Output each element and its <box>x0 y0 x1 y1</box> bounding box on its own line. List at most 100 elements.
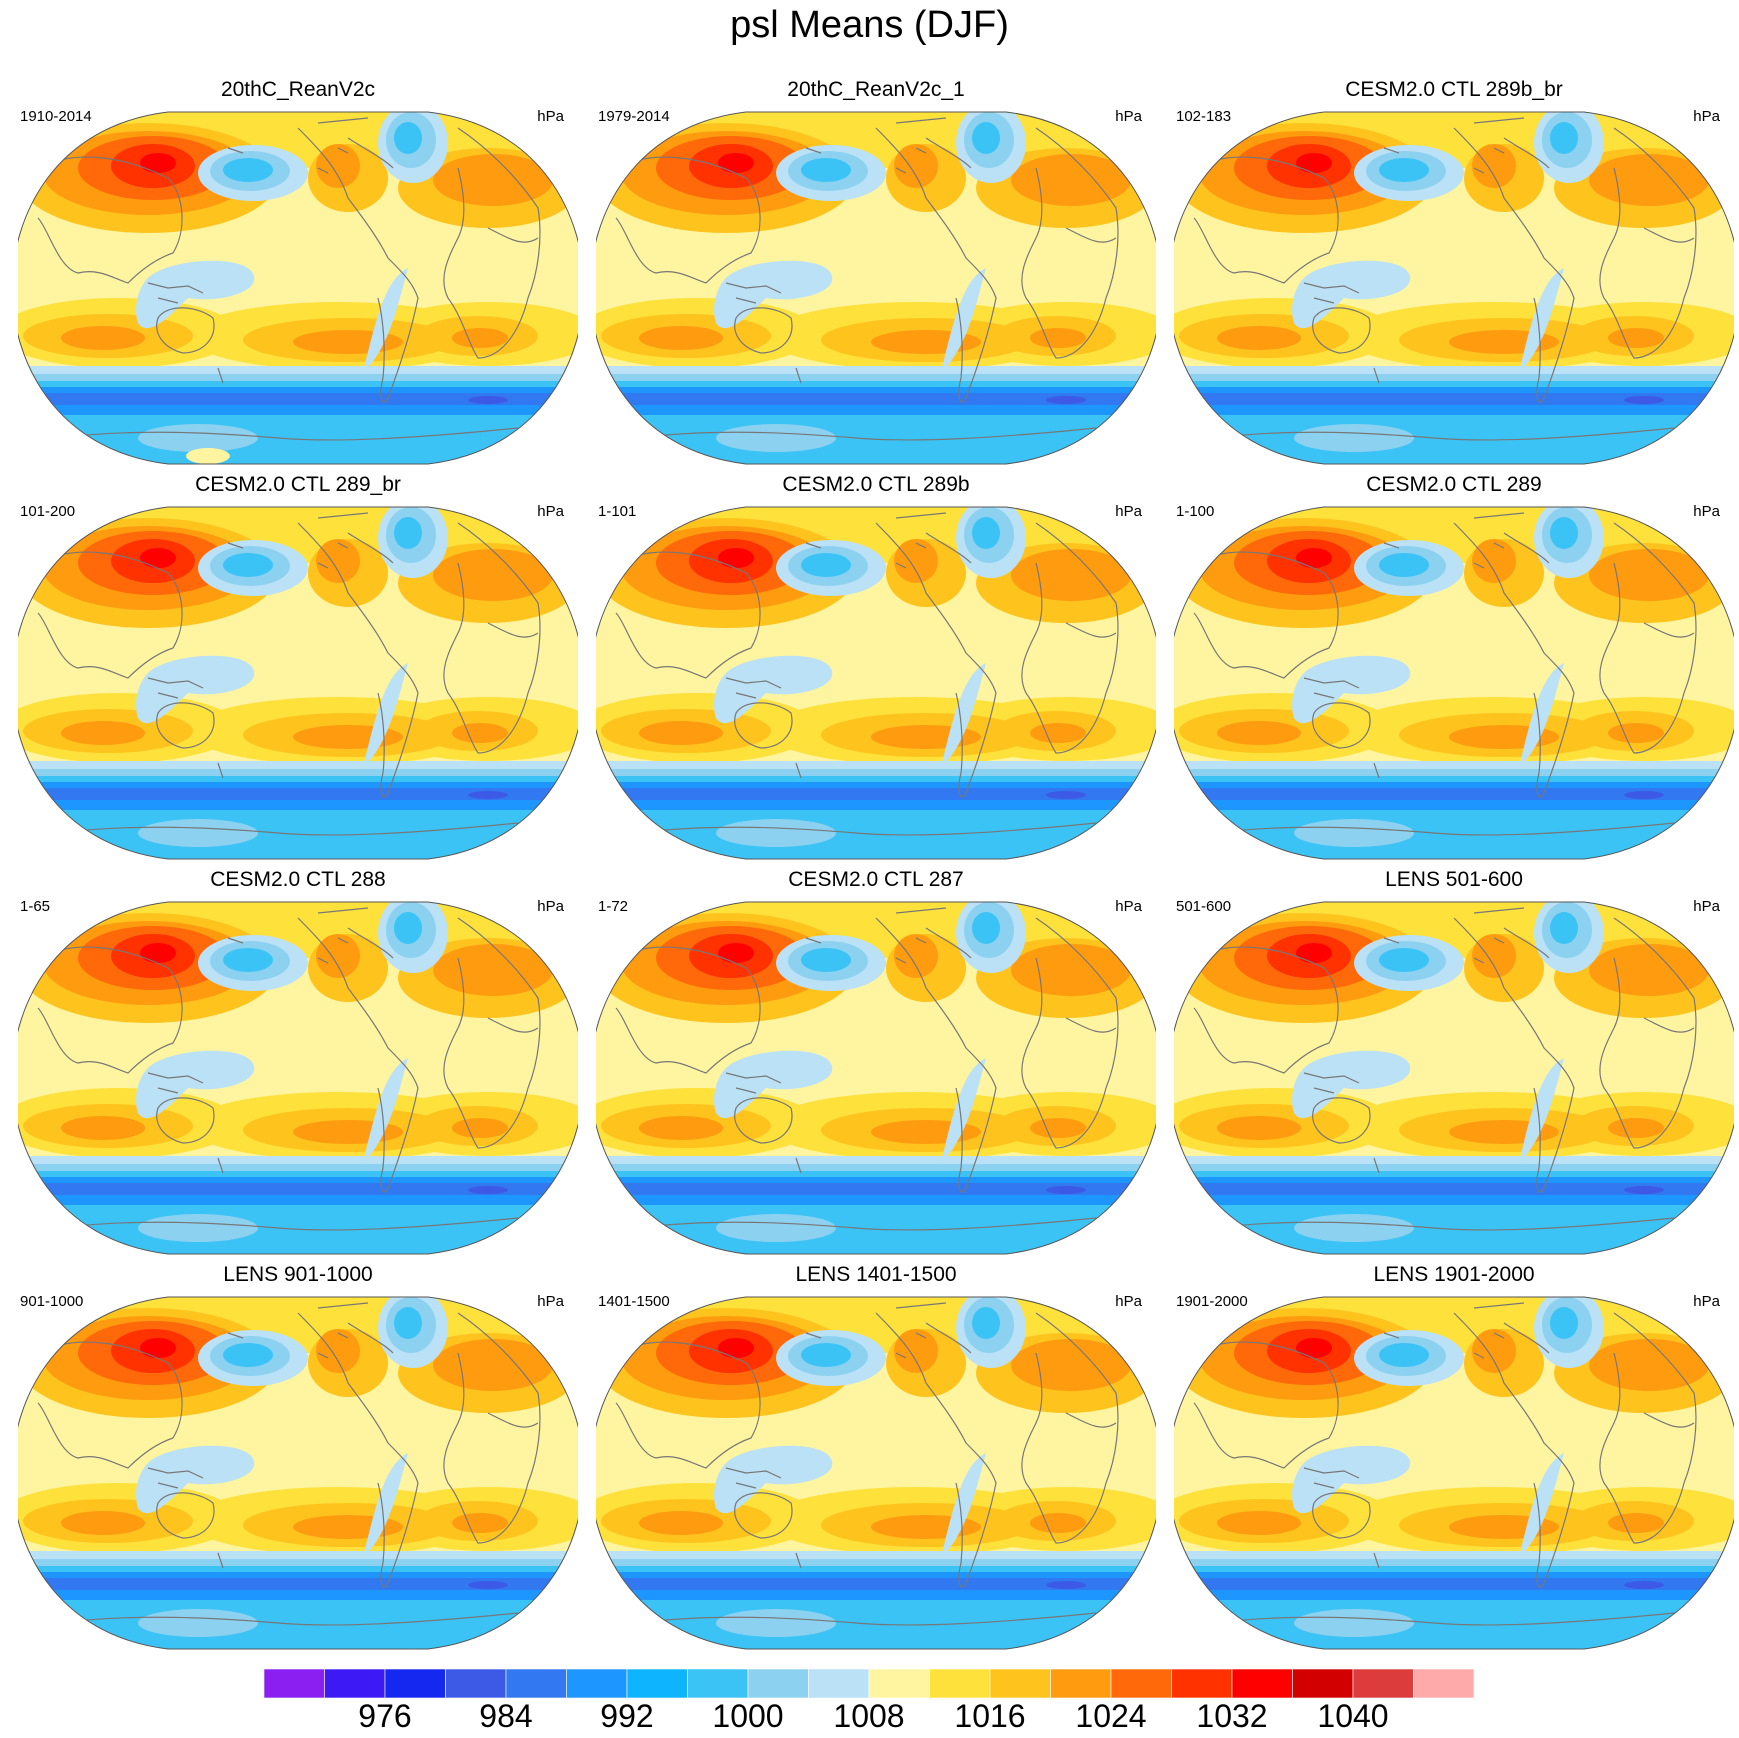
map-field <box>1174 1297 1734 1649</box>
panel-title: LENS 1401-1500 <box>795 1263 957 1286</box>
map <box>1174 506 1734 860</box>
panel-years: 1-100 <box>1176 503 1215 520</box>
panel-years: 1-72 <box>598 898 629 915</box>
map-field <box>596 902 1156 1254</box>
colorbar-tick-label: 1016 <box>954 1698 1026 1734</box>
panel-units: hPa <box>1693 1293 1720 1310</box>
colorbar-swatch <box>505 1669 567 1698</box>
panel-title: CESM2.0 CTL 287 <box>788 868 964 891</box>
map-panel: 20thC_ReanV2c 1910-2014 hPa <box>10 78 586 470</box>
panel-title: CESM2.0 CTL 288 <box>210 868 386 891</box>
panel-units: hPa <box>537 108 564 125</box>
panel-years: 1-101 <box>598 503 637 520</box>
panel-units: hPa <box>1115 1293 1142 1310</box>
panel-years: 501-600 <box>1176 898 1232 915</box>
colorbar-swatch <box>1171 1669 1233 1698</box>
map <box>596 111 1156 465</box>
panel-years: 1901-2000 <box>1176 1293 1248 1310</box>
panel-title: LENS 1901-2000 <box>1373 1263 1535 1286</box>
colorbar-tick-label: 1032 <box>1196 1698 1268 1734</box>
panel-units: hPa <box>537 898 564 915</box>
map-panel: CESM2.0 CTL 287 1-72 hPa <box>588 868 1164 1260</box>
panel-title: CESM2.0 CTL 289b <box>782 473 970 496</box>
map-field <box>1174 112 1734 464</box>
panel-units: hPa <box>1693 108 1720 125</box>
map-field <box>596 507 1156 859</box>
panel-years: 1-65 <box>20 898 51 915</box>
map-panel: 20thC_ReanV2c_1 1979-2014 hPa <box>588 78 1164 470</box>
map-field <box>18 1297 578 1649</box>
panel-units: hPa <box>537 503 564 520</box>
panel-years: 101-200 <box>20 503 76 520</box>
map <box>1174 111 1734 465</box>
colorbar-swatch <box>264 1669 325 1698</box>
colorbar-tick-label: 1040 <box>1317 1698 1389 1734</box>
colorbar-swatch <box>929 1669 991 1698</box>
map-panel: CESM2.0 CTL 289b_br 102-183 hPa <box>1166 78 1739 470</box>
panel-units: hPa <box>1693 898 1720 915</box>
map <box>1174 901 1734 1255</box>
colorbar-tick-label: 984 <box>479 1698 533 1734</box>
colorbar-swatch <box>566 1669 628 1698</box>
colorbar-swatch <box>1352 1669 1414 1698</box>
panel-title: LENS 901-1000 <box>223 1263 373 1286</box>
map <box>1174 1296 1734 1650</box>
map-panel: CESM2.0 CTL 289b 1-101 hPa <box>588 473 1164 865</box>
colorbar-tick-label: 992 <box>600 1698 654 1734</box>
colorbar-swatch <box>384 1669 446 1698</box>
map-panel: LENS 901-1000 901-1000 hPa <box>10 1263 586 1655</box>
panel-units: hPa <box>1115 898 1142 915</box>
colorbar-swatch <box>445 1669 507 1698</box>
panel-years: 1401-1500 <box>598 1293 670 1310</box>
panel-years: 1910-2014 <box>20 108 92 125</box>
map-field <box>18 112 578 464</box>
map <box>596 1296 1156 1650</box>
map <box>18 901 578 1255</box>
map-field <box>596 1297 1156 1649</box>
colorbar <box>264 1669 1474 1698</box>
panel-title: 20thC_ReanV2c <box>220 78 376 101</box>
map-panel: CESM2.0 CTL 289_br 101-200 hPa <box>10 473 586 865</box>
colorbar-swatch <box>626 1669 688 1698</box>
colorbar-tick-label: 1008 <box>833 1698 905 1734</box>
colorbar-swatch <box>1231 1669 1293 1698</box>
map-panel: CESM2.0 CTL 289 1-100 hPa <box>1166 473 1739 865</box>
map-field <box>18 902 578 1254</box>
map-field <box>1174 507 1734 859</box>
colorbar-tick-label: 1000 <box>712 1698 784 1734</box>
colorbar-swatch <box>1110 1669 1172 1698</box>
map-panel: LENS 1901-2000 1901-2000 hPa <box>1166 1263 1739 1655</box>
map <box>596 506 1156 860</box>
map-field <box>1174 902 1734 1254</box>
panel-units: hPa <box>1693 503 1720 520</box>
colorbar-swatch <box>1050 1669 1112 1698</box>
map <box>18 506 578 860</box>
map <box>596 901 1156 1255</box>
figure-title: psl Means (DJF) <box>730 4 1009 46</box>
map-panel: LENS 1401-1500 1401-1500 hPa <box>588 1263 1164 1655</box>
map <box>18 1296 578 1650</box>
panel-title: 20thC_ReanV2c_1 <box>787 78 965 101</box>
colorbar-swatch <box>324 1669 386 1698</box>
map-field <box>18 507 578 859</box>
panel-title: LENS 501-600 <box>1385 868 1523 891</box>
colorbar-swatch <box>687 1669 749 1698</box>
colorbar-swatch <box>808 1669 870 1698</box>
map-panel: LENS 501-600 501-600 hPa <box>1166 868 1739 1260</box>
panel-title: CESM2.0 CTL 289_br <box>195 473 401 496</box>
panel-title: CESM2.0 CTL 289 <box>1366 473 1542 496</box>
colorbar-swatch <box>868 1669 930 1698</box>
panel-units: hPa <box>1115 108 1142 125</box>
panel-years: 901-1000 <box>20 1293 84 1310</box>
panel-title: CESM2.0 CTL 289b_br <box>1345 78 1563 101</box>
panel-units: hPa <box>537 1293 564 1310</box>
map-field <box>596 112 1156 464</box>
panel-years: 102-183 <box>1176 108 1232 125</box>
colorbar-tick-label: 1024 <box>1075 1698 1147 1734</box>
panel-years: 1979-2014 <box>598 108 670 125</box>
colorbar-swatch <box>747 1669 809 1698</box>
panel-units: hPa <box>1115 503 1142 520</box>
map-panel: CESM2.0 CTL 288 1-65 hPa <box>10 868 586 1260</box>
map <box>18 111 578 465</box>
colorbar-tick-label: 976 <box>358 1698 412 1734</box>
